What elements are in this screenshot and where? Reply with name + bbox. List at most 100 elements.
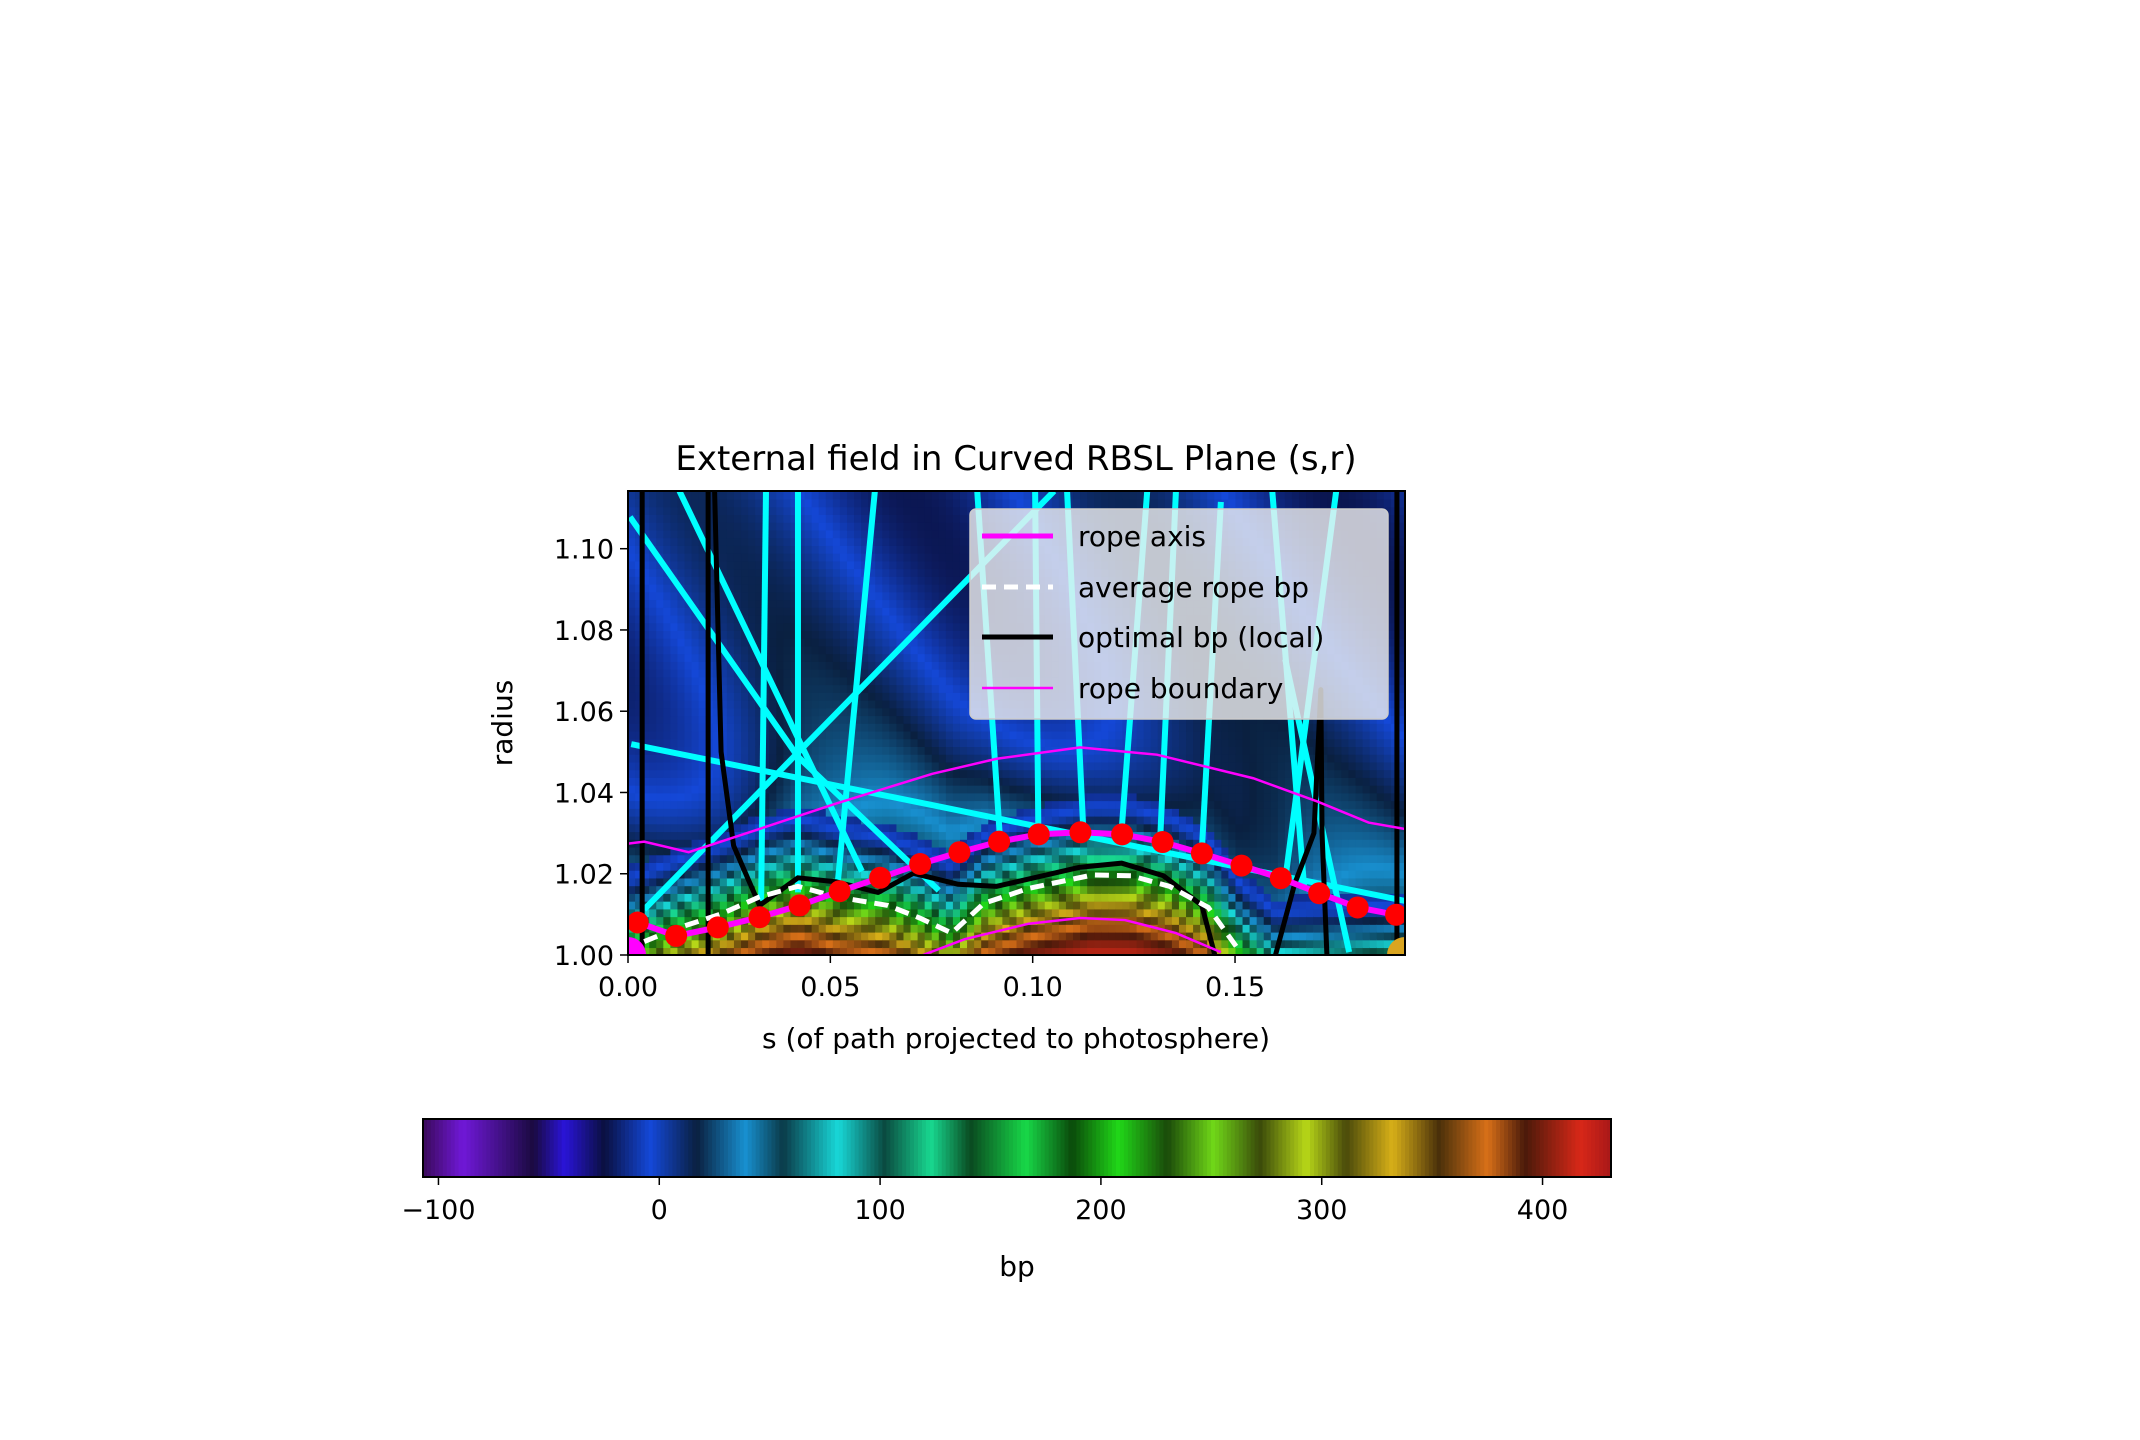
- heatmap-cell: [1101, 800, 1110, 809]
- heatmap-cell: [1101, 924, 1110, 933]
- heatmap-cell: [656, 916, 665, 925]
- heatmap-cell: [628, 808, 636, 817]
- heatmap-cell: [1136, 723, 1145, 732]
- heatmap-cell: [832, 777, 841, 786]
- heatmap-cell: [854, 599, 862, 608]
- heatmap-cell: [663, 800, 672, 809]
- heatmap-cell: [726, 792, 735, 802]
- heatmap-cell: [698, 684, 707, 693]
- heatmap-cell: [762, 862, 771, 871]
- heatmap-cell: [748, 738, 756, 747]
- heatmap-cell: [663, 529, 672, 539]
- heatmap-cell: [635, 591, 643, 601]
- heatmap-cell: [670, 761, 679, 771]
- heatmap-cell: [1108, 939, 1117, 949]
- heatmap-cell: [642, 637, 650, 647]
- heatmap-cell: [628, 908, 636, 918]
- heatmap-cell: [1009, 498, 1018, 508]
- heatmap-cell: [1080, 869, 1088, 879]
- heatmap-cell: [818, 560, 827, 570]
- heatmap-cell: [1044, 723, 1053, 732]
- heatmap-cell: [684, 924, 693, 933]
- heatmap-cell: [995, 939, 1004, 949]
- heatmap-cell: [1065, 746, 1074, 755]
- heatmap-cell: [861, 854, 869, 863]
- heatmap-cell: [748, 676, 756, 686]
- heatmap-cell: [945, 761, 954, 771]
- heatmap-cell: [861, 753, 869, 763]
- heatmap-cell: [1171, 746, 1180, 755]
- heatmap-cell: [1115, 761, 1124, 771]
- heatmap-cell: [1178, 730, 1187, 740]
- heatmap-cell: [1023, 746, 1032, 755]
- heatmap-cell: [1037, 792, 1046, 802]
- heatmap-cell: [776, 645, 785, 655]
- heatmap-cell: [1094, 730, 1103, 740]
- heatmap-cell: [875, 545, 884, 554]
- heatmap-cell: [1136, 885, 1145, 894]
- heatmap-cell: [924, 792, 933, 802]
- heatmap-cell: [1200, 862, 1209, 871]
- heatmap-cell: [1164, 885, 1173, 894]
- heatmap-cell: [974, 777, 982, 786]
- heatmap-cell: [938, 676, 947, 686]
- heatmap-cell: [924, 599, 933, 608]
- heatmap-cell: [635, 552, 643, 562]
- heatmap-cell: [649, 498, 658, 508]
- heatmap-cell: [846, 777, 855, 786]
- heatmap-cell: [832, 746, 841, 755]
- heatmap-cell: [868, 622, 877, 631]
- heatmap-cell: [755, 761, 764, 771]
- heatmap-cell: [769, 784, 778, 794]
- heatmap-cell: [1129, 730, 1138, 740]
- heatmap-cell: [712, 761, 721, 771]
- heatmap-cell: [924, 529, 933, 539]
- heatmap-cell: [733, 545, 742, 554]
- heatmap-cell: [1115, 854, 1124, 863]
- heatmap-cell: [952, 869, 961, 879]
- heatmap-cell: [896, 947, 905, 955]
- heatmap-cell: [839, 668, 848, 678]
- heatmap-cell: [1108, 924, 1117, 933]
- heatmap-cell: [1087, 746, 1095, 755]
- heatmap-cell: [1002, 491, 1011, 500]
- heatmap-cell: [698, 506, 707, 515]
- heatmap-cell: [1101, 491, 1110, 500]
- heatmap-cell: [1002, 746, 1011, 755]
- heatmap-cell: [698, 576, 707, 585]
- heatmap-cell: [1016, 931, 1025, 941]
- heatmap-cell: [691, 668, 700, 678]
- heatmap-cell: [1129, 746, 1138, 755]
- heatmap-cell: [719, 498, 728, 508]
- heatmap-cell: [988, 885, 997, 894]
- heatmap-cell: [910, 947, 919, 955]
- heatmap-cell: [1171, 916, 1180, 925]
- heatmap-cell: [1171, 931, 1180, 941]
- heatmap-cell: [719, 568, 728, 577]
- heatmap-cell: [1044, 877, 1053, 887]
- heatmap-cell: [642, 769, 650, 778]
- heatmap-cell: [818, 808, 827, 817]
- heatmap-cell: [712, 738, 721, 747]
- heatmap-cell: [663, 808, 672, 817]
- heatmap-cell: [1073, 893, 1081, 902]
- heatmap-cell: [1073, 815, 1081, 825]
- heatmap-cell: [776, 862, 785, 871]
- heatmap-cell: [952, 707, 961, 717]
- heatmap-cell: [748, 707, 756, 717]
- heatmap-cell: [974, 924, 982, 933]
- heatmap-cell: [790, 939, 799, 949]
- heatmap-cell: [1002, 723, 1011, 732]
- heatmap-cell: [1065, 885, 1074, 894]
- heatmap-cell: [1009, 831, 1018, 840]
- heatmap-cell: [712, 723, 721, 732]
- heatmap-cell: [952, 684, 961, 693]
- heatmap-cell: [733, 908, 742, 918]
- heatmap-cell: [656, 614, 665, 624]
- heatmap-cell: [719, 939, 728, 949]
- heatmap-cell: [642, 607, 650, 616]
- heatmap-cell: [1009, 746, 1018, 755]
- heatmap-cell: [938, 730, 947, 740]
- heatmap-cell: [776, 831, 785, 840]
- heatmap-cell: [670, 730, 679, 740]
